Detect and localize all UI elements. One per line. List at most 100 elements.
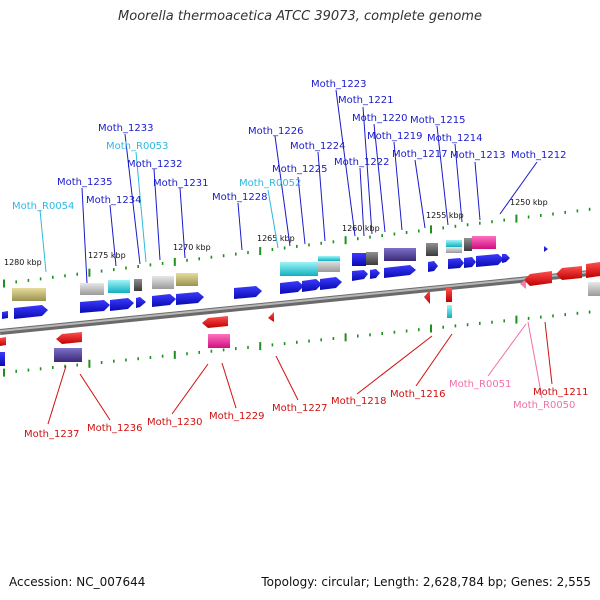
gene-label-rna: Moth_R0054	[12, 201, 74, 212]
gene-arrow	[176, 292, 204, 305]
forward-genes	[2, 236, 548, 319]
gene-label: Moth_1224	[290, 141, 345, 152]
gene-arrow	[448, 258, 464, 269]
gene-block	[208, 334, 230, 348]
gene-block	[318, 256, 340, 261]
gene-arrow	[0, 337, 6, 346]
ruler-label: 1270 kbp	[173, 243, 211, 252]
gene-block	[12, 288, 46, 301]
gene-label: Moth_1220	[352, 113, 407, 124]
gene-label-rna: Moth_R0052	[239, 178, 301, 189]
gene-label: Moth_1227	[272, 403, 327, 414]
gene-block	[134, 279, 142, 291]
genome-title: Moorella thermoacetica ATCC 39073, compl…	[118, 9, 482, 24]
gene-label: Moth_1216	[390, 389, 445, 400]
gene-label: Moth_1219	[367, 131, 422, 142]
gene-arrow	[464, 257, 476, 268]
gene-arrow	[544, 246, 548, 252]
gene-block	[108, 280, 130, 293]
forward-gene-labels: Moth_R0054 Moth_1235 Moth_1234 Moth_1233…	[12, 79, 566, 212]
gene-block	[0, 352, 5, 366]
gene-label: Moth_1236	[87, 423, 142, 434]
gene-label: Moth_1223	[311, 79, 366, 90]
gene-block	[80, 283, 104, 295]
gene-label: Moth_1214	[427, 133, 482, 144]
gene-arrow	[2, 311, 8, 319]
gene-arrow	[370, 269, 380, 279]
gene-label: Moth_1229	[209, 411, 264, 422]
gene-block	[472, 236, 496, 249]
gene-label: Moth_1230	[147, 417, 202, 428]
ruler-label: 1250 kbp	[510, 198, 548, 207]
gene-block	[152, 276, 174, 289]
gene-block	[464, 238, 472, 251]
gene-arrow	[234, 286, 262, 299]
gene-label: Moth_1237	[24, 429, 79, 440]
gene-label: Moth_1235	[57, 177, 112, 188]
gene-arrow	[152, 294, 176, 307]
gene-arrow	[280, 281, 304, 294]
gene-block	[446, 288, 452, 302]
gene-arrow	[428, 261, 438, 272]
gene-arrow	[202, 316, 228, 328]
gene-arrow	[14, 305, 48, 319]
label-leaders	[39, 89, 553, 425]
gene-block	[588, 282, 600, 296]
gene-label: Moth_1213	[450, 150, 505, 161]
gene-label: Moth_1218	[331, 396, 386, 407]
ruler-ticks-reverse	[3, 310, 591, 377]
ruler-label: 1265 kbp	[257, 234, 295, 243]
gene-arrow	[520, 279, 526, 289]
gene-label: Moth_1221	[338, 95, 393, 106]
gene-label-rna: Moth_R0051	[449, 379, 511, 390]
ruler-ticks-forward	[3, 207, 591, 288]
gene-arrow	[320, 277, 342, 290]
gene-block	[318, 260, 340, 272]
gene-arrow	[110, 298, 134, 311]
gene-arrow	[384, 265, 416, 278]
gene-arrow	[502, 254, 510, 263]
gene-arrow	[586, 262, 600, 278]
gene-label-rna: Moth_R0050	[513, 400, 575, 411]
gene-arrow	[556, 266, 582, 280]
gene-arrow	[524, 271, 552, 286]
gene-label: Moth_1211	[533, 387, 588, 398]
gene-arrow	[268, 312, 274, 322]
gene-label: Moth_1222	[334, 157, 389, 168]
gene-label: Moth_1232	[127, 159, 182, 170]
gene-arrow	[302, 279, 322, 292]
gene-label: Moth_1212	[511, 150, 566, 161]
ruler-label: 1260 kbp	[342, 224, 380, 233]
gene-arrow	[476, 254, 504, 267]
gene-block	[446, 240, 462, 247]
gene-label: Moth_1217	[392, 149, 447, 160]
ruler-label: 1280 kbp	[4, 258, 42, 267]
gene-block	[446, 247, 462, 253]
gene-arrow	[352, 270, 368, 281]
gene-label: Moth_1234	[86, 195, 141, 206]
gene-label: Moth_1231	[153, 178, 208, 189]
gene-label-rna: Moth_R0053	[106, 141, 168, 152]
gene-block	[426, 243, 438, 256]
gene-block	[352, 253, 366, 266]
reverse-genes	[0, 262, 600, 366]
gene-block	[384, 248, 416, 261]
gene-block	[176, 273, 198, 286]
topology-text: Topology: circular; Length: 2,628,784 bp…	[261, 575, 591, 589]
accession-text: Accession: NC_007644	[9, 575, 146, 589]
gene-label: Moth_1228	[212, 192, 267, 203]
gene-label: Moth_1226	[248, 126, 303, 137]
gene-block	[366, 252, 378, 265]
ruler-labels: 1280 kbp 1275 kbp 1270 kbp 1265 kbp 1260…	[4, 198, 548, 267]
gene-arrow	[424, 290, 430, 304]
gene-block	[54, 348, 82, 362]
gene-arrow	[80, 300, 110, 313]
reverse-gene-labels: Moth_1237 Moth_1236 Moth_1230 Moth_1229 …	[24, 379, 588, 440]
genome-backbone-highlight	[0, 270, 600, 332]
gene-label: Moth_1233	[98, 123, 153, 134]
gene-block	[447, 305, 452, 318]
gene-arrow	[56, 332, 82, 344]
gene-arrow	[136, 297, 146, 308]
gene-label: Moth_1215	[410, 115, 465, 126]
